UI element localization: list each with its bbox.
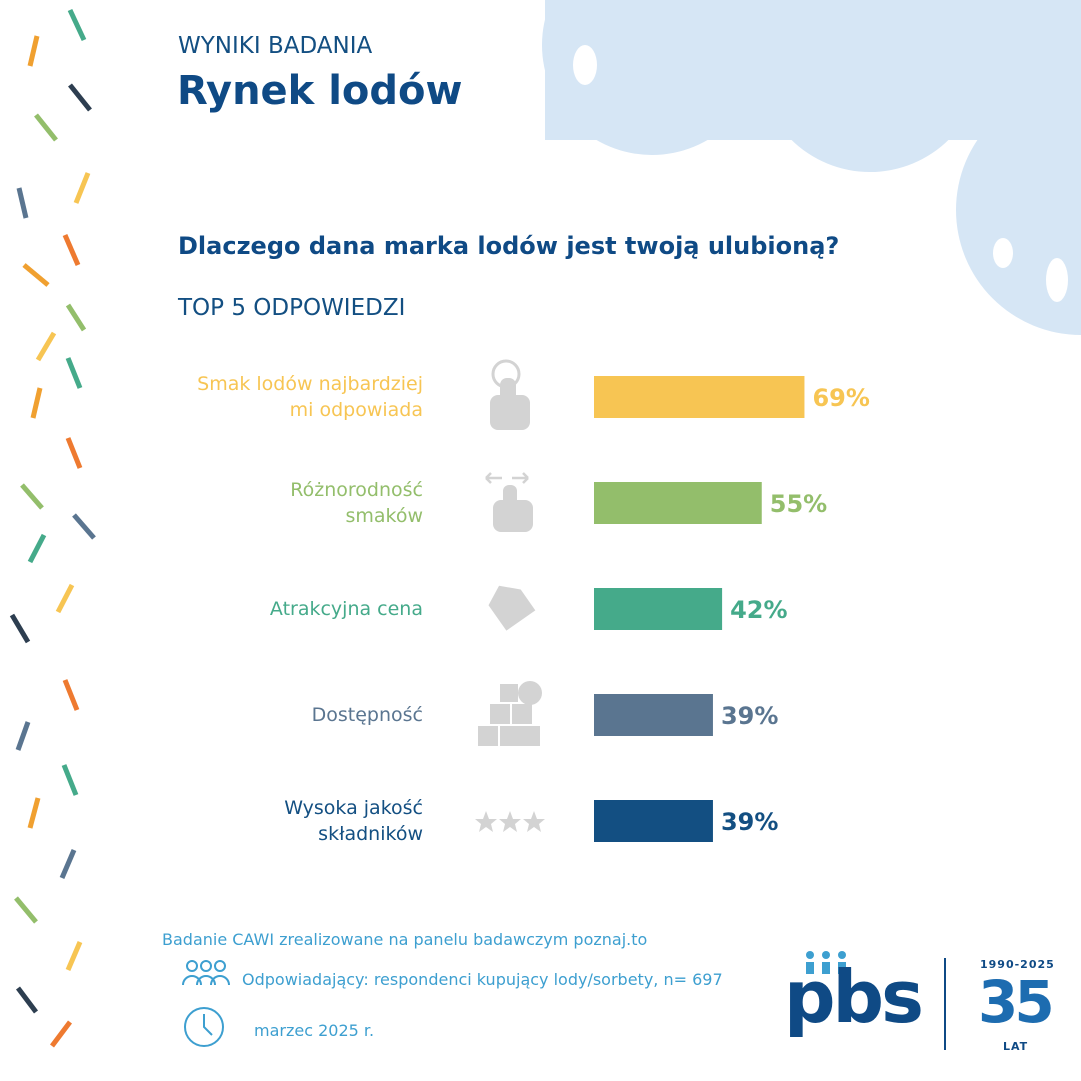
value-label: 39% — [721, 702, 778, 730]
bar — [594, 694, 713, 736]
method-note: Badanie CAWI zrealizowane na panelu bada… — [162, 930, 648, 949]
bar — [594, 376, 805, 418]
value-label: 69% — [812, 384, 869, 412]
category-label: Wysoka jakość składników — [284, 797, 423, 845]
value-label: 55% — [770, 490, 827, 518]
cloud — [542, 0, 1081, 335]
date-note: marzec 2025 r. — [254, 1021, 375, 1040]
category-label: Dostępność — [311, 704, 423, 726]
category-label: Atrakcyjna cena — [269, 598, 423, 620]
anniversary-years: 1990-2025 — [980, 958, 1055, 971]
logo-dots — [806, 951, 846, 974]
bar — [594, 482, 762, 524]
confetti — [9, 8, 96, 1048]
category-label: Różnorodność smaków — [290, 479, 423, 527]
title: Rynek lodów — [177, 68, 463, 114]
anniversary-number: 35 — [978, 968, 1055, 1036]
anniversary-unit: LAT — [1003, 1040, 1029, 1053]
footer-icons — [182, 960, 230, 1047]
category-label: Smak lodów najbardziej mi odpowiada — [197, 373, 423, 421]
chart-title: Dlaczego dana marka lodów jest twoją ulu… — [178, 232, 840, 260]
chart-subtitle: TOP 5 ODPOWIEDZI — [178, 295, 406, 321]
bar — [594, 800, 713, 842]
icons — [475, 359, 545, 832]
kicker: WYNIKI BADANIA — [178, 33, 373, 59]
respondents-note: Odpowiadający: respondenci kupujący lody… — [242, 970, 723, 989]
value-label: 42% — [730, 596, 787, 624]
bar — [594, 588, 723, 630]
value-label: 39% — [721, 808, 778, 836]
logo: pbs — [784, 955, 924, 1039]
cloud-highlights — [573, 45, 1068, 302]
